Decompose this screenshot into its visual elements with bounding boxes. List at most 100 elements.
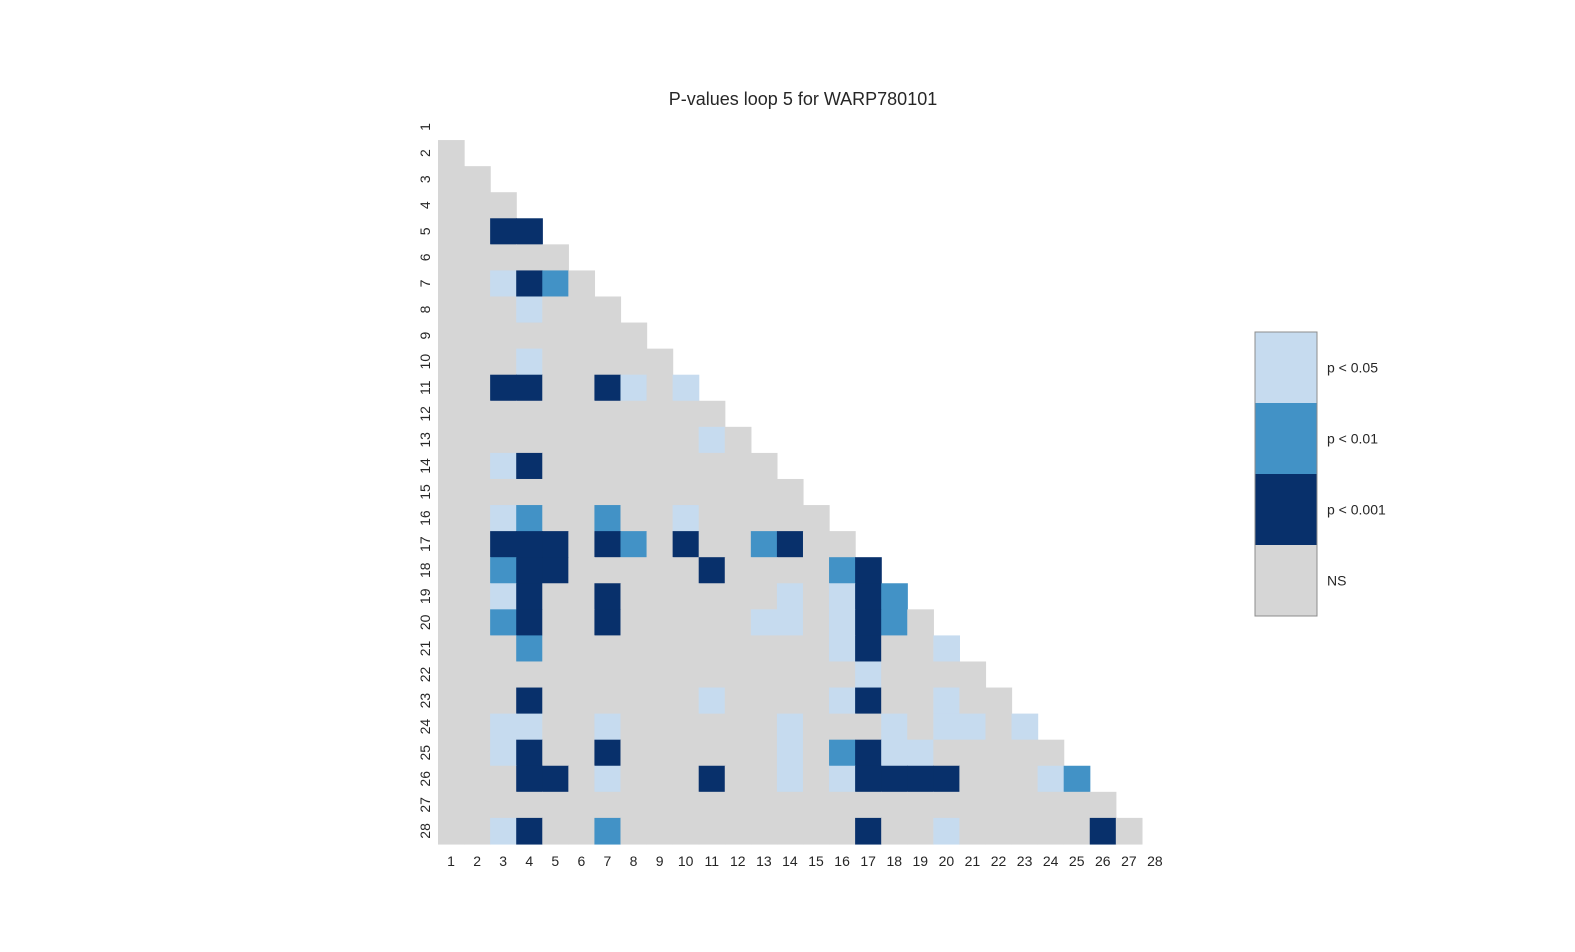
x-tick-label: 17 [860,853,876,869]
y-tick-label: 28 [417,823,433,839]
heatmap-cell-r25-c5 [542,739,569,767]
heatmap-cell-r10-c8 [620,348,648,376]
heatmap-cell-r19-c9 [646,583,674,610]
heatmap-cell-r9-c3 [490,322,517,350]
heatmap-cell-r21-c15 [802,635,830,663]
x-tick-label: 12 [730,853,746,869]
heatmap-cell-r23-c19 [907,687,934,715]
heatmap-cell-r23-c6 [568,687,596,715]
heatmap-cell-r25-c6 [568,739,596,767]
heatmap-cell-r14-c5 [542,452,569,480]
heatmap-cell-r18-c10 [672,557,700,584]
heatmap-cell-r16-c9 [646,505,674,532]
y-tick-label: 21 [417,640,433,656]
heatmap-cell-r5-c4 [516,218,543,245]
legend-swatch [1255,403,1317,474]
heatmap-cell-r24-c10 [672,713,700,741]
heatmap-cell-r19-c8 [620,583,648,610]
heatmap-cell-r28-c7 [594,817,622,845]
heatmap-cell-r28-c27 [1115,817,1143,845]
heatmap-cell-r28-c20 [933,817,960,845]
x-tick-label: 23 [1017,853,1033,869]
heatmap-cell-r12-c11 [698,400,726,428]
heatmap-cell-r19-c4 [516,583,543,610]
heatmap-cell-r16-c3 [490,505,517,532]
heatmap-cell-r24-c9 [646,713,674,741]
heatmap-cell-r15-c14 [776,478,804,506]
heatmap-cell-r27-c5 [542,791,569,819]
heatmap-cell-r21-c12 [724,635,752,663]
heatmap-cell-r21-c1 [438,635,465,663]
heatmap-cell-r22-c1 [438,661,465,689]
heatmap-cell-r25-c12 [724,739,752,767]
heatmap-cell-r25-c4 [516,739,543,767]
heatmap-cell-r13-c7 [594,426,622,454]
heatmap-cell-r24-c14 [776,713,804,741]
y-tick-label: 8 [417,305,433,313]
heatmap-cell-r17-c1 [438,531,465,558]
y-tick-label: 26 [417,771,433,787]
heatmap-cell-r4-c2 [464,192,491,219]
heatmap-cell-r12-c3 [490,400,517,428]
heatmap-cell-r26-c22 [985,765,1013,793]
heatmap-cell-r15-c10 [672,478,700,506]
heatmap-cell-r25-c1 [438,739,465,767]
heatmap-cell-r6-c3 [490,244,517,272]
heatmap-cell-r3-c1 [438,166,465,193]
heatmap-cell-r20-c3 [490,609,517,636]
heatmap-cell-r23-c12 [724,687,752,715]
heatmap-cell-r19-c13 [750,583,778,610]
heatmap-cell-r12-c10 [672,400,700,428]
legend-swatch [1255,474,1317,545]
x-tick-label: 11 [704,853,719,869]
heatmap-cell-r14-c4 [516,452,543,480]
heatmap-cell-r26-c25 [1063,765,1091,793]
heatmap-cell-r21-c2 [464,635,491,663]
heatmap-cell-r8-c6 [568,296,596,324]
heatmap-cell-r20-c18 [881,609,908,636]
heatmap-cell-r17-c11 [698,531,726,558]
y-tick-label: 9 [417,331,433,339]
heatmap-cell-r27-c24 [1037,791,1065,819]
heatmap-cell-r18-c2 [464,557,491,584]
heatmap-cell-r23-c21 [959,687,987,715]
heatmap-cell-r18-c14 [776,557,804,584]
heatmap-cell-r18-c9 [646,557,674,584]
heatmap-cell-r28-c19 [907,817,934,845]
heatmap-cell-r9-c1 [438,322,465,350]
heatmap-cell-r28-c4 [516,817,543,845]
heatmap-cell-r22-c9 [646,661,674,689]
y-tick-label: 18 [417,562,433,578]
heatmap-cell-r22-c4 [516,661,543,689]
heatmap-cell-r11-c5 [542,374,569,402]
y-tick-label: 2 [417,149,433,157]
heatmap-cell-r21-c8 [620,635,648,663]
heatmap-cell-r28-c24 [1037,817,1065,845]
heatmap-cell-r13-c1 [438,426,465,454]
heatmap-cell-r22-c7 [594,661,622,689]
heatmap-cell-r24-c12 [724,713,752,741]
heatmap-cell-r23-c8 [620,687,648,715]
heatmap-cell-r23-c17 [855,687,882,715]
heatmap-cell-r27-c1 [438,791,465,819]
heatmap-cell-r20-c13 [750,609,778,636]
heatmap-cell-r23-c16 [829,687,856,715]
heatmap-cell-r2-c1 [438,140,465,167]
heatmap-cell-r13-c3 [490,426,517,454]
heatmap-cell-r5-c2 [464,218,491,245]
heatmap-cell-r4-c1 [438,192,465,219]
legend-swatch [1255,332,1317,403]
heatmap-cell-r27-c8 [620,791,648,819]
heatmap-cell-r15-c8 [620,478,648,506]
heatmap-cell-r7-c6 [568,270,596,298]
heatmap-cell-r17-c15 [802,531,830,558]
heatmap-cell-r27-c14 [776,791,804,819]
heatmap-cell-r22-c3 [490,661,517,689]
heatmap-cell-r20-c16 [829,609,856,636]
heatmap-cell-r15-c2 [464,478,491,506]
heatmap-cell-r16-c2 [464,505,491,532]
heatmap-cell-r27-c9 [646,791,674,819]
y-tick-label: 22 [417,667,433,683]
heatmap-cell-r20-c6 [568,609,596,636]
heatmap-cell-r28-c8 [620,817,648,845]
